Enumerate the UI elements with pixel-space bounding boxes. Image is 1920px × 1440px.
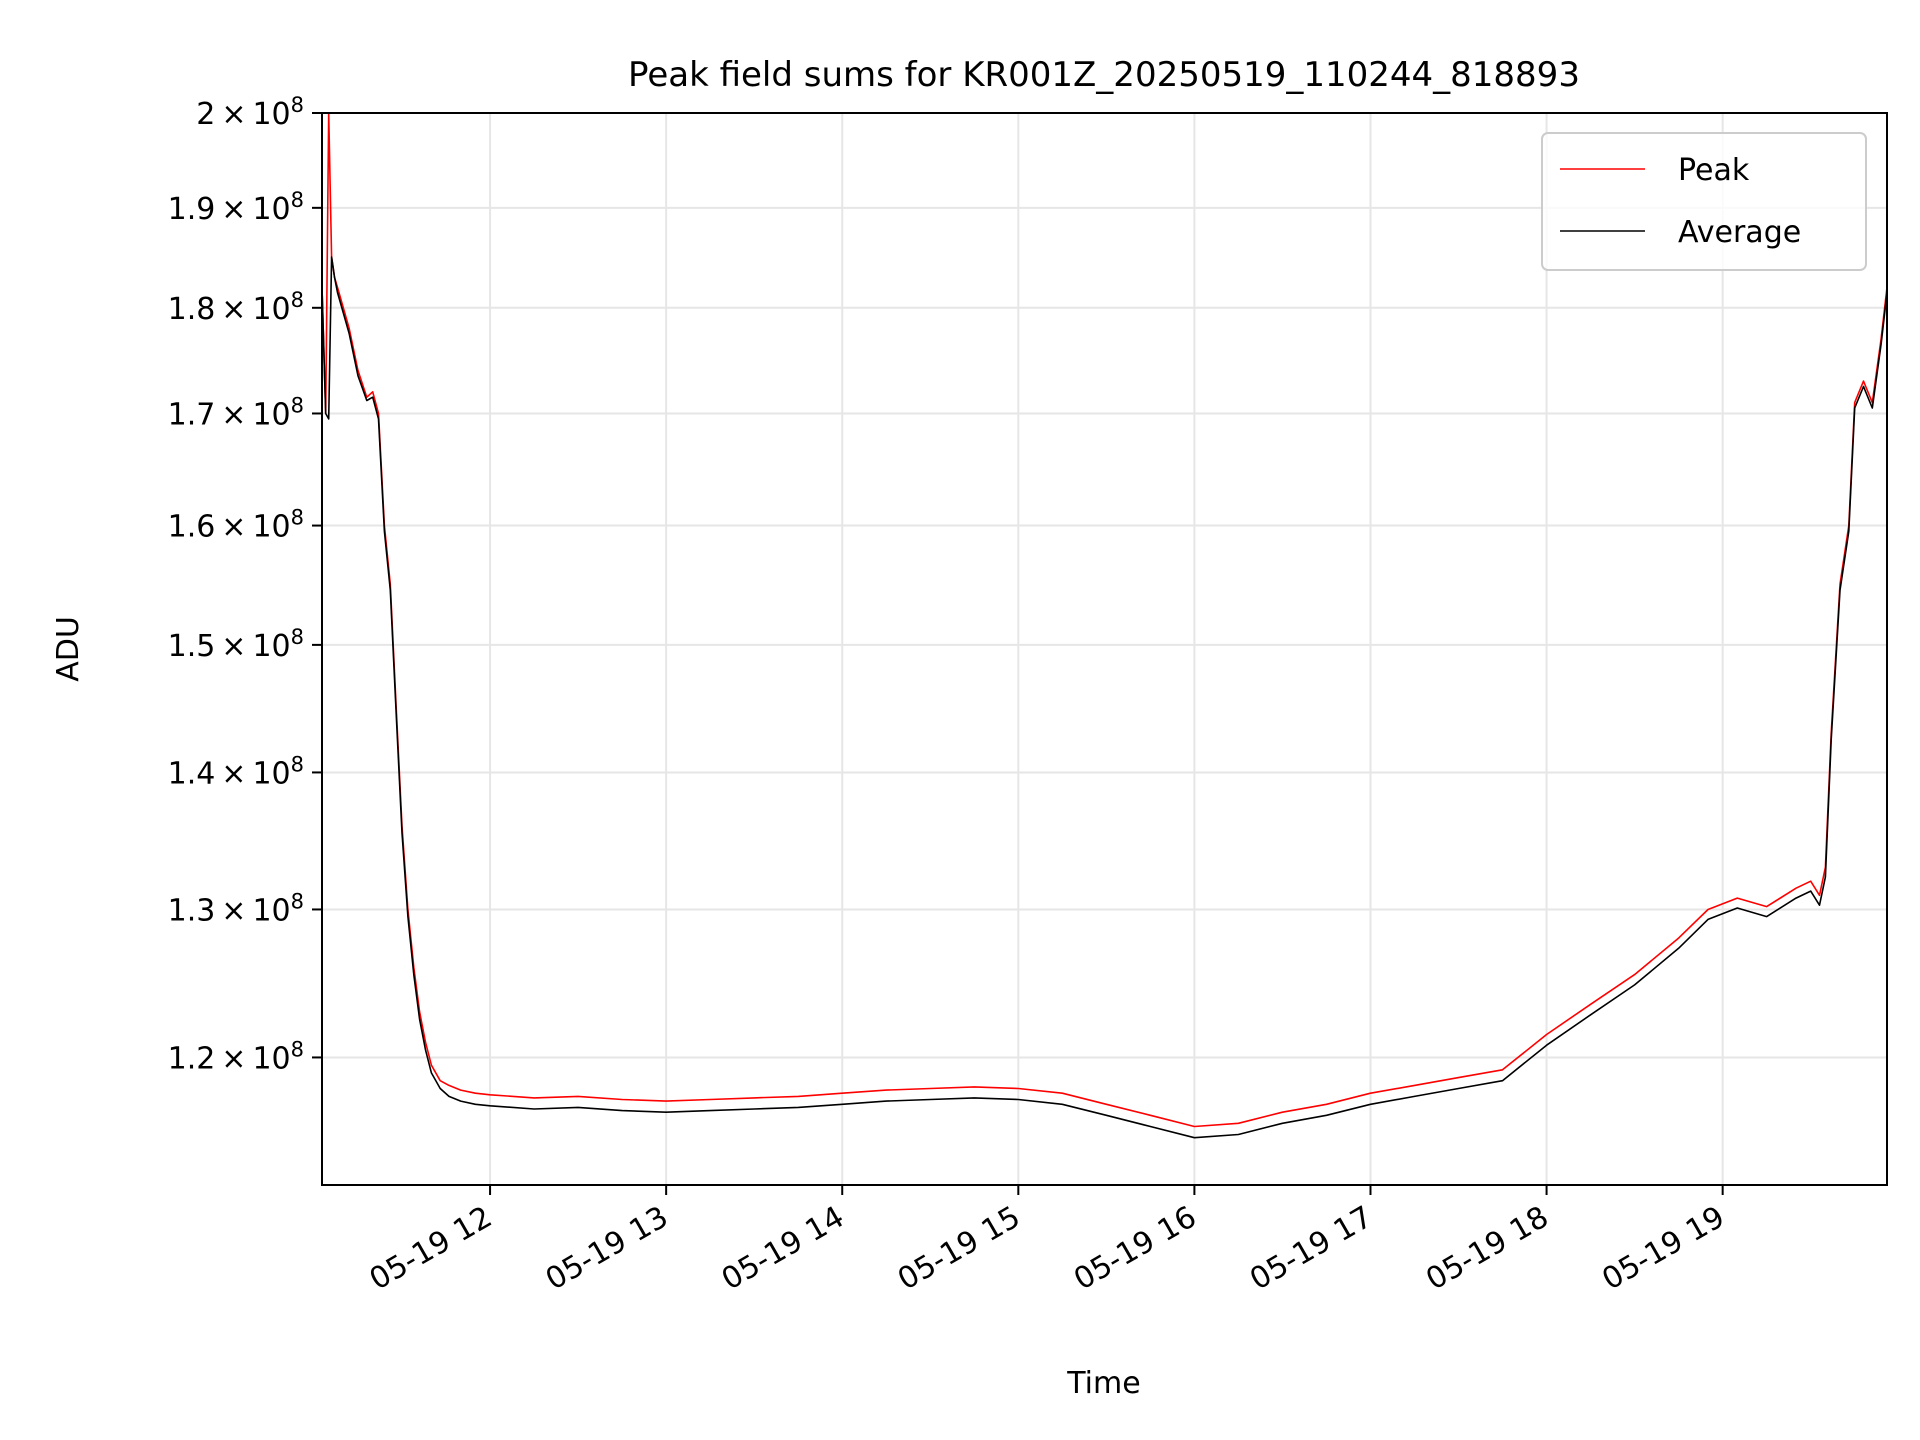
x-axis-label: Time (1066, 1366, 1140, 1401)
y-tick-label: 1.2 × 108 (168, 1037, 304, 1076)
axes-frame (321, 112, 1888, 1186)
chart-title: Peak field sums for KR001Z_20250519_1102… (628, 55, 1580, 95)
y-tick-label: 1.8 × 108 (168, 288, 304, 327)
legend-box (1541, 132, 1867, 271)
legend-peak-label: Peak (1678, 153, 1750, 188)
plot-area (321, 112, 1888, 1139)
series-line-average (321, 256, 1888, 1139)
y-tick-label: 1.7 × 108 (168, 393, 304, 432)
y-axis: 1.2 × 108 1.3 × 108 1.4 × 108 1.5 × 108 1.6 … (168, 93, 322, 1076)
y-tick-label: 1.9 × 108 (168, 188, 304, 227)
y-tick-label: 1.5 × 108 (168, 625, 304, 664)
y-tick-label: 1.3 × 108 (168, 889, 304, 928)
y-tick-label: 1.6 × 108 (168, 506, 304, 545)
legend-average-label: Average (1678, 215, 1801, 250)
legend: Peak Average (1541, 132, 1867, 271)
y-axis-label: ADU (51, 616, 86, 682)
y-tick-label: 2 × 108 (196, 93, 304, 132)
y-tick-label: 1.4 × 108 (168, 752, 304, 791)
grid (322, 112, 1887, 1185)
